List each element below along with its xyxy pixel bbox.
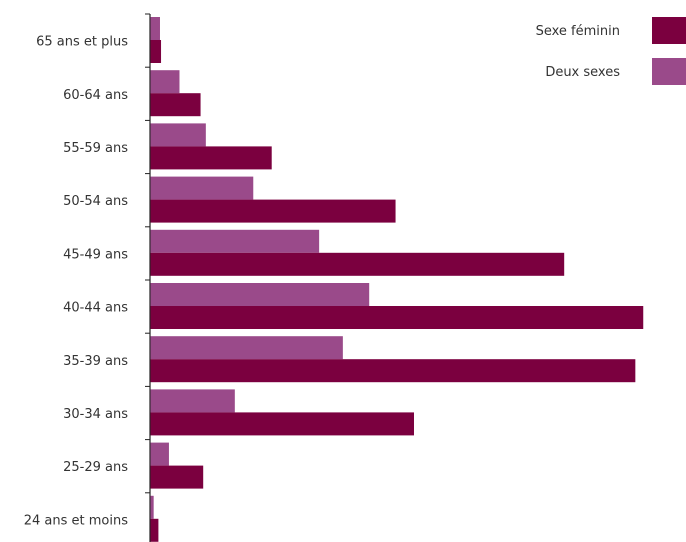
bar-sexe-feminin <box>150 465 204 489</box>
bar-deux-sexes <box>150 442 169 466</box>
bar-deux-sexes <box>150 389 235 413</box>
category-label: 50-54 ans <box>63 194 128 209</box>
bar-sexe-feminin <box>150 40 162 63</box>
legend-label: Sexe féminin <box>536 24 620 39</box>
bar-deux-sexes <box>150 123 206 147</box>
bars <box>150 17 644 542</box>
bar-sexe-feminin <box>150 199 396 223</box>
legend-swatch <box>652 17 686 44</box>
y-axis <box>145 13 151 542</box>
category-label: 30-34 ans <box>63 407 128 422</box>
bar-sexe-feminin <box>150 146 272 170</box>
legend-swatch <box>652 58 686 85</box>
bar-deux-sexes <box>150 229 320 253</box>
category-label: 25-29 ans <box>63 460 128 475</box>
category-label: 40-44 ans <box>63 301 128 316</box>
bar-deux-sexes <box>150 495 154 519</box>
bar-sexe-feminin <box>150 518 159 542</box>
category-label: 60-64 ans <box>63 88 128 103</box>
category-label: 45-49 ans <box>63 247 128 262</box>
bar-deux-sexes <box>150 17 160 40</box>
bar-deux-sexes <box>150 283 370 306</box>
bar-sexe-feminin <box>150 93 201 117</box>
category-label: 55-59 ans <box>63 141 128 156</box>
bar-deux-sexes <box>150 70 180 94</box>
category-label: 35-39 ans <box>63 354 128 369</box>
category-label: 24 ans et moins <box>24 513 128 528</box>
legend: Sexe féminin Deux sexes <box>536 17 686 85</box>
bar-sexe-feminin <box>150 359 636 383</box>
legend-label: Deux sexes <box>545 65 620 80</box>
bar-sexe-feminin <box>150 306 644 329</box>
bar-deux-sexes <box>150 176 254 200</box>
bar-deux-sexes <box>150 336 343 360</box>
bar-sexe-feminin <box>150 252 565 276</box>
bar-sexe-feminin <box>150 412 414 436</box>
category-labels: 65 ans et plus 60-64 ans 55-59 ans 50-54 an… <box>24 35 128 529</box>
category-label: 65 ans et plus <box>36 35 128 50</box>
